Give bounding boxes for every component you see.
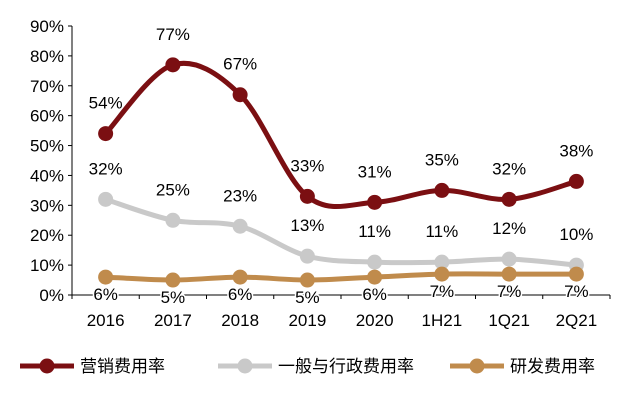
x-tick-label: 2Q21 — [556, 311, 598, 330]
x-tick-label: 2020 — [356, 311, 394, 330]
data-point — [434, 266, 450, 282]
x-tick-label: 2018 — [221, 311, 259, 330]
data-point — [367, 194, 383, 210]
data-label: 7% — [430, 282, 455, 301]
data-label: 38% — [559, 141, 593, 160]
data-label: 31% — [358, 162, 392, 181]
data-point — [367, 269, 383, 285]
data-label: 54% — [89, 94, 123, 113]
data-label: 11% — [358, 222, 391, 241]
legend-marker — [237, 358, 253, 374]
data-label: 23% — [223, 186, 257, 205]
data-point — [165, 272, 181, 288]
y-tick-label: 30% — [30, 196, 64, 215]
x-tick-label: 2016 — [87, 311, 125, 330]
x-tick-label: 1Q21 — [488, 311, 530, 330]
data-point — [568, 266, 584, 282]
data-label: 7% — [497, 282, 522, 301]
legend-label: 一般与行政费用率 — [278, 357, 414, 376]
data-point — [232, 218, 248, 234]
data-point — [434, 182, 450, 198]
y-tick-label: 50% — [30, 137, 64, 156]
y-tick-label: 40% — [30, 166, 64, 185]
data-point — [501, 191, 517, 207]
data-point — [165, 57, 181, 73]
data-point — [501, 266, 517, 282]
data-label: 7% — [564, 282, 589, 301]
data-point — [165, 212, 181, 228]
data-point — [299, 188, 315, 204]
data-label: 5% — [295, 288, 320, 307]
data-label: 77% — [156, 25, 190, 44]
data-label: 5% — [161, 288, 186, 307]
data-label: 11% — [425, 222, 458, 241]
data-point — [568, 173, 584, 189]
data-label: 6% — [228, 285, 253, 304]
data-point — [232, 269, 248, 285]
data-label: 10% — [559, 225, 593, 244]
legend-marker — [469, 358, 485, 374]
data-label: 33% — [290, 156, 324, 175]
data-label: 13% — [290, 216, 324, 235]
x-tick-label: 1H21 — [422, 311, 463, 330]
y-tick-label: 0% — [39, 286, 64, 305]
data-point — [299, 248, 315, 264]
legend-marker — [39, 358, 55, 374]
data-point — [98, 191, 114, 207]
data-label: 6% — [362, 285, 387, 304]
data-point — [98, 126, 114, 142]
data-label: 67% — [223, 55, 257, 74]
y-tick-label: 70% — [30, 77, 64, 96]
legend-label: 研发费用率 — [510, 357, 595, 376]
y-tick-label: 80% — [30, 47, 64, 66]
y-tick-label: 10% — [30, 256, 64, 275]
data-label: 32% — [492, 159, 526, 178]
data-label: 35% — [425, 150, 459, 169]
x-tick-label: 2017 — [154, 311, 192, 330]
data-label: 25% — [156, 180, 190, 199]
y-tick-label: 60% — [30, 107, 64, 126]
data-point — [434, 254, 450, 270]
data-point — [98, 269, 114, 285]
data-point — [232, 87, 248, 103]
y-tick-label: 20% — [30, 226, 64, 245]
x-tick-label: 2019 — [288, 311, 326, 330]
legend-label: 营销费用率 — [80, 357, 165, 376]
data-label: 12% — [492, 219, 526, 238]
data-point — [299, 272, 315, 288]
data-label: 6% — [93, 285, 118, 304]
data-label: 32% — [89, 159, 123, 178]
data-point — [367, 254, 383, 270]
data-point — [501, 251, 517, 267]
y-tick-label: 90% — [30, 17, 64, 36]
